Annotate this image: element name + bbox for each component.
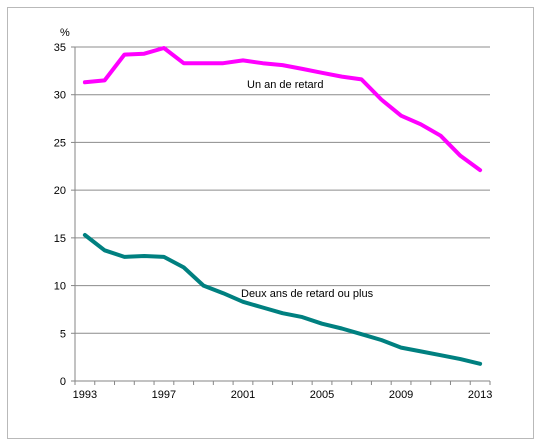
y-tick-labels: 0 5 10 15 20 25 30 35 — [54, 42, 75, 388]
x-tick-labels: 1993 1997 2001 2005 2009 2013 — [73, 381, 492, 401]
y-tick-label: 0 — [60, 376, 66, 388]
gridlines — [75, 46, 490, 334]
chart-frame — [7, 7, 534, 439]
y-tick-label: 25 — [54, 137, 66, 149]
x-tick-label: 1993 — [73, 389, 97, 401]
x-tick-label: 2013 — [468, 389, 492, 401]
series-line-1 — [82, 233, 483, 366]
x-tick-label: 2009 — [389, 389, 413, 401]
series-label-un-an: Un an de retard — [247, 79, 323, 91]
x-tick-label: 2005 — [310, 389, 334, 401]
series-label-deux-ans: Deux ans de retard ou plus — [241, 288, 374, 300]
y-tick-label: 5 — [60, 328, 66, 340]
series-lines — [82, 46, 483, 366]
y-tick-label: 35 — [54, 42, 66, 54]
y-tick-label: 30 — [54, 90, 66, 102]
x-tick-label: 1997 — [152, 389, 176, 401]
series-line-0 — [82, 46, 483, 173]
x-tick-label: 2001 — [231, 389, 255, 401]
y-tick-label: 10 — [54, 281, 66, 293]
y-tick-label: 15 — [54, 233, 66, 245]
y-tick-label: 20 — [54, 185, 66, 197]
y-axis-label: % — [60, 27, 70, 39]
